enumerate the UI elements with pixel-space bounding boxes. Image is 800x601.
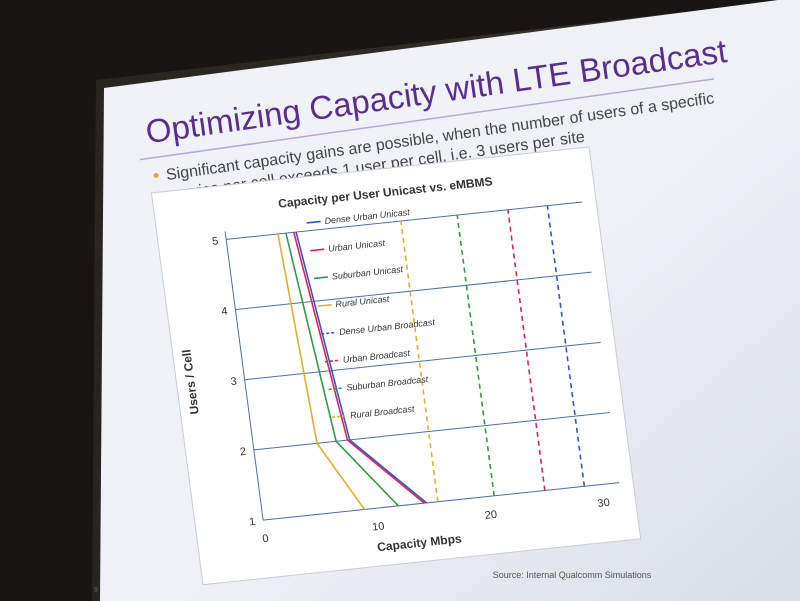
y-tick-label: 5 (211, 235, 219, 248)
gridline (226, 201, 583, 240)
gridline (235, 271, 592, 311)
x-tick-label: 0 (262, 533, 270, 546)
series-line-rural-unicast (277, 233, 366, 510)
y-axis-line (224, 231, 264, 521)
series-line-dense-urban-unicast (295, 231, 428, 504)
legend-swatch (310, 248, 325, 252)
chart: Capacity per User Unicast vs. eMBMS 1234… (150, 146, 642, 586)
x-tick-label: 20 (484, 509, 498, 522)
source-note: Source: Internal Qualcomm Simulations (493, 570, 652, 580)
gridline (263, 482, 620, 521)
page-number: 9 (94, 587, 98, 594)
series-line-dense-urban-broadcast (546, 205, 586, 487)
legend-swatch (306, 220, 321, 224)
y-tick-label: 1 (248, 516, 256, 529)
legend-swatch (321, 331, 336, 335)
y-tick-label: 2 (239, 446, 247, 459)
series-line-suburban-unicast (285, 232, 399, 507)
y-tick-label: 3 (230, 376, 238, 389)
series-line-suburban-broadcast (456, 215, 495, 496)
series-line-rural-broadcast (400, 220, 439, 502)
chart-frame (150, 146, 642, 586)
legend-swatch (317, 303, 332, 307)
bullet-icon (153, 173, 159, 179)
series-lines (277, 205, 586, 510)
legend-swatch (328, 387, 343, 391)
legend-swatch (332, 415, 347, 419)
series-line-urban-unicast (293, 232, 425, 504)
x-tick-label: 10 (371, 520, 385, 533)
tick-labels: 1 2 3 4 5 0 10 20 30 (211, 235, 611, 546)
gridline (253, 411, 610, 451)
series-line-urban-broadcast (507, 209, 546, 491)
title-underline (139, 78, 715, 161)
y-tick-label: 4 (221, 305, 229, 318)
legend-swatch (324, 359, 339, 363)
x-tick-label: 30 (597, 497, 611, 510)
legend-swatch (313, 276, 329, 280)
